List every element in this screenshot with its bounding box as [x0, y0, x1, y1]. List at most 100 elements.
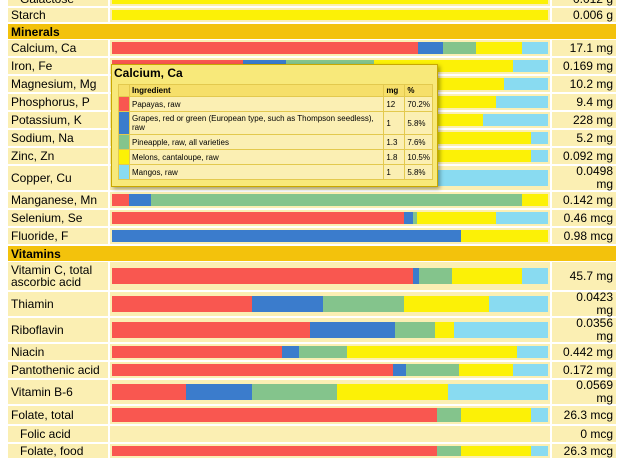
composition-bar[interactable] [112, 322, 548, 338]
bar-segment-pineapple[interactable] [299, 346, 348, 358]
composition-bar-cell[interactable] [110, 0, 550, 6]
bar-segment-grapes[interactable] [418, 42, 444, 54]
bar-segment-mangos[interactable] [482, 114, 548, 126]
nutrient-row[interactable]: Galactose 0.012 g [8, 0, 616, 6]
bar-segment-grapes[interactable] [251, 296, 324, 312]
nutrient-row[interactable]: Calcium, Ca 17.1 mg [8, 40, 616, 56]
nutrient-row[interactable]: Pantothenic acid 0.172 mg [8, 362, 616, 378]
nutrient-row[interactable]: Fluoride, F 0.98 mcg [8, 228, 616, 244]
composition-bar[interactable] [112, 296, 548, 312]
bar-segment-mangos[interactable] [521, 268, 548, 284]
bar-segment-mangos[interactable] [454, 322, 548, 338]
nutrient-row[interactable]: Starch 0.006 g [8, 8, 616, 22]
bar-segment-papayas[interactable] [112, 364, 394, 376]
bar-segment-melons[interactable] [336, 384, 448, 400]
bar-segment-pineapple[interactable] [443, 42, 477, 54]
composition-bar[interactable] [112, 346, 548, 358]
nutrient-row[interactable]: Niacin 0.442 mg [8, 344, 616, 360]
bar-segment-melons[interactable] [460, 446, 531, 456]
composition-bar-cell[interactable] [110, 318, 550, 342]
bar-segment-mangos[interactable] [530, 408, 548, 422]
bar-segment-pineapple[interactable] [412, 212, 418, 224]
bar-segment-pineapple[interactable] [419, 268, 453, 284]
composition-bar-cell[interactable] [110, 8, 550, 22]
bar-segment-papayas[interactable] [112, 322, 311, 338]
bar-segment-papayas[interactable] [112, 42, 419, 54]
composition-bar-cell[interactable] [110, 444, 550, 458]
bar-segment-papayas[interactable] [112, 268, 413, 284]
bar-segment-papayas[interactable] [112, 212, 405, 224]
bar-segment-pineapple[interactable] [406, 364, 459, 376]
composition-bar[interactable] [112, 446, 548, 456]
composition-bar-cell[interactable] [110, 292, 550, 316]
bar-segment-papayas[interactable] [112, 346, 283, 358]
composition-bar-cell[interactable] [110, 380, 550, 404]
bar-segment-grapes[interactable] [412, 268, 420, 284]
bar-segment-grapes[interactable] [393, 364, 407, 376]
bar-segment-grapes[interactable] [404, 212, 413, 224]
nutrient-row[interactable]: Vitamin B-6 0.0569 mg [8, 379, 616, 405]
bar-segment-papayas[interactable] [112, 446, 437, 456]
composition-bar[interactable] [112, 194, 548, 206]
bar-segment-mangos[interactable] [495, 212, 548, 224]
composition-bar[interactable] [112, 428, 548, 440]
bar-segment-pineapple[interactable] [323, 296, 405, 312]
composition-bar[interactable] [112, 384, 548, 400]
nutrient-row[interactable]: Folate, total 26.3 mcg [8, 406, 616, 424]
bar-segment-mangos[interactable] [430, 170, 548, 186]
composition-bar-cell[interactable] [110, 362, 550, 378]
nutrient-row[interactable]: Riboflavin 0.0356 mg [8, 317, 616, 343]
bar-segment-melons[interactable] [458, 364, 514, 376]
bar-segment-mangos[interactable] [489, 296, 548, 312]
composition-bar[interactable] [112, 42, 548, 54]
bar-segment-papayas[interactable] [112, 384, 187, 400]
bar-segment-mangos[interactable] [513, 60, 548, 72]
bar-segment-grapes[interactable] [186, 384, 252, 400]
bar-segment-grapes[interactable] [310, 322, 396, 338]
composition-bar[interactable] [112, 268, 548, 284]
composition-bar-cell[interactable] [110, 262, 550, 290]
bar-segment-mangos[interactable] [530, 446, 548, 456]
nutrient-row[interactable]: Manganese, Mn 0.142 mg [8, 192, 616, 208]
composition-bar-cell[interactable] [110, 40, 550, 56]
bar-segment-melons[interactable] [112, 10, 548, 20]
composition-bar-cell[interactable] [110, 210, 550, 226]
composition-bar[interactable] [112, 364, 548, 376]
bar-segment-papayas[interactable] [112, 408, 437, 422]
bar-segment-melons[interactable] [112, 0, 548, 4]
composition-bar[interactable] [112, 230, 548, 242]
nutrient-row[interactable]: Selenium, Se 0.46 mcg [8, 210, 616, 226]
bar-segment-mangos[interactable] [513, 364, 548, 376]
bar-segment-melons[interactable] [347, 346, 518, 358]
composition-bar[interactable] [112, 0, 548, 4]
composition-bar-cell[interactable] [110, 344, 550, 360]
nutrient-row[interactable]: Thiamin 0.0423 mg [8, 291, 616, 317]
bar-segment-melons[interactable] [460, 230, 548, 242]
composition-bar-cell[interactable] [110, 192, 550, 208]
bar-segment-pineapple[interactable] [436, 408, 461, 422]
nutrient-row[interactable]: Folic acid 0 mcg [8, 426, 616, 442]
bar-segment-grapes[interactable] [282, 346, 300, 358]
bar-segment-melons[interactable] [434, 322, 455, 338]
bar-segment-mangos[interactable] [504, 78, 548, 90]
bar-segment-mangos[interactable] [495, 96, 548, 108]
bar-segment-pineapple[interactable] [436, 446, 461, 456]
bar-segment-mangos[interactable] [517, 346, 548, 358]
bar-segment-grapes[interactable] [112, 230, 461, 242]
bar-segment-mangos[interactable] [530, 150, 548, 162]
bar-segment-pineapple[interactable] [251, 384, 337, 400]
bar-segment-melons[interactable] [404, 296, 490, 312]
bar-segment-pineapple[interactable] [395, 322, 435, 338]
composition-bar[interactable] [112, 408, 548, 422]
bar-segment-papayas[interactable] [112, 194, 130, 206]
bar-segment-pineapple[interactable] [151, 194, 522, 206]
bar-segment-melons[interactable] [417, 212, 496, 224]
composition-bar[interactable] [112, 10, 548, 20]
composition-bar-cell[interactable] [110, 406, 550, 424]
bar-segment-melons[interactable] [452, 268, 522, 284]
bar-segment-melons[interactable] [476, 42, 523, 54]
bar-segment-mangos[interactable] [522, 42, 548, 54]
bar-segment-melons[interactable] [521, 194, 548, 206]
bar-segment-mangos[interactable] [447, 384, 548, 400]
bar-segment-mangos[interactable] [530, 132, 548, 144]
